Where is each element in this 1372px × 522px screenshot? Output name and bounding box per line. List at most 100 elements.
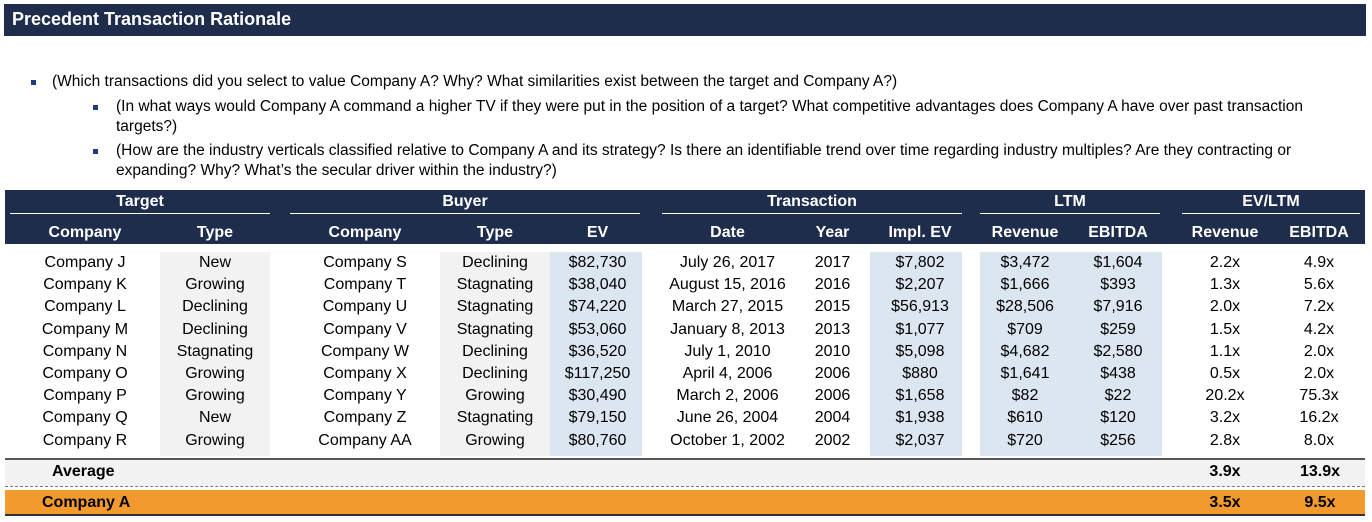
cell-buyer-company: Company Y bbox=[323, 387, 407, 405]
col-ev: EV bbox=[586, 224, 609, 241]
cell-impl-ev: $56,913 bbox=[891, 298, 949, 316]
cell-mult-ebitda: 2.0x bbox=[1303, 342, 1335, 360]
cell-ltm-revenue: $709 bbox=[1007, 320, 1043, 338]
cell-buyer-company: Company W bbox=[320, 342, 410, 360]
cell-buyer-type: Declining bbox=[462, 342, 528, 360]
cell-buyer-type: Declining bbox=[462, 254, 528, 271]
col-ltm-revenue: Revenue bbox=[991, 224, 1059, 241]
cell-target-company: Company P bbox=[43, 387, 127, 405]
cell-year: 2013 bbox=[814, 320, 851, 338]
table-row: Company L Declining Company U Stagnating… bbox=[0, 296, 1372, 318]
cell-target-company: Company M bbox=[41, 320, 129, 338]
cell-mult-ebitda: 7.2x bbox=[1303, 298, 1335, 316]
cell-impl-ev: $7,802 bbox=[895, 254, 945, 271]
cell-target-type: Declining bbox=[182, 298, 248, 316]
table-row: Company J New Company S Declining $82,73… bbox=[0, 252, 1372, 274]
bullet-square-icon bbox=[93, 149, 98, 154]
cell-target-type: Declining bbox=[182, 320, 248, 338]
col-buyer-company: Company bbox=[328, 224, 402, 241]
cell-target-type: Stagnating bbox=[176, 342, 254, 360]
cell-year: 2017 bbox=[814, 254, 851, 271]
col-date: Date bbox=[710, 224, 745, 241]
cell-ltm-revenue: $610 bbox=[1007, 409, 1043, 427]
cell-ev: $82,730 bbox=[568, 254, 627, 271]
cell-buyer-company: Company X bbox=[323, 365, 407, 382]
table-row: Company O Growing Company X Declining $1… bbox=[0, 363, 1372, 385]
cell-ev: $36,520 bbox=[568, 342, 627, 360]
col-mult-ebitda: EBITDA bbox=[1289, 224, 1349, 241]
shade-ev bbox=[550, 252, 642, 456]
cell-impl-ev: $1,938 bbox=[895, 409, 945, 427]
cell-mult-revenue: 2.8x bbox=[1209, 431, 1241, 449]
cell-ev: $80,760 bbox=[568, 431, 627, 449]
cell-mult-revenue: 2.2x bbox=[1209, 254, 1241, 271]
cell-mult-ebitda: 16.2x bbox=[1299, 409, 1339, 427]
cell-mult-revenue: 1.5x bbox=[1209, 320, 1241, 338]
table-header bbox=[5, 190, 1365, 244]
cell-impl-ev: $1,077 bbox=[895, 320, 945, 338]
cell-target-company: Company L bbox=[44, 298, 126, 316]
cell-buyer-type: Stagnating bbox=[456, 276, 534, 294]
cell-ltm-ebitda: $22 bbox=[1104, 387, 1132, 405]
group-transaction: Transaction bbox=[767, 193, 857, 210]
cell-date: January 8, 2013 bbox=[670, 320, 785, 338]
average-label: Average bbox=[52, 463, 115, 480]
cell-target-type: Growing bbox=[185, 276, 245, 294]
group-ev-ltm: EV/LTM bbox=[1242, 193, 1300, 210]
cell-ltm-ebitda: $256 bbox=[1100, 431, 1136, 449]
cell-ltm-ebitda: $438 bbox=[1100, 365, 1136, 382]
cell-year: 2006 bbox=[814, 365, 851, 382]
cell-buyer-company: Company S bbox=[323, 254, 407, 271]
cell-year: 2010 bbox=[814, 342, 851, 360]
group-buyer: Buyer bbox=[442, 193, 488, 210]
group-underline bbox=[1182, 213, 1360, 214]
cell-buyer-type: Stagnating bbox=[456, 298, 534, 316]
cell-ev: $38,040 bbox=[568, 276, 627, 294]
cell-ltm-ebitda: $2,580 bbox=[1093, 342, 1143, 360]
cell-ev: $117,250 bbox=[564, 365, 631, 382]
shade-buyer-type bbox=[440, 252, 550, 456]
cell-mult-revenue: 1.3x bbox=[1209, 276, 1241, 294]
cell-mult-ebitda: 4.2x bbox=[1303, 320, 1335, 338]
cell-mult-ebitda: 8.0x bbox=[1303, 431, 1335, 449]
company-a-row bbox=[5, 490, 1365, 516]
cell-mult-revenue: 0.5x bbox=[1209, 365, 1241, 382]
cell-ltm-ebitda: $259 bbox=[1100, 320, 1136, 338]
bullet-square-icon bbox=[93, 105, 98, 110]
cell-target-company: Company Q bbox=[42, 409, 128, 427]
table-row: Company P Growing Company Y Growing $30,… bbox=[0, 385, 1372, 407]
cell-target-type: Growing bbox=[185, 431, 245, 449]
cell-date: October 1, 2002 bbox=[670, 431, 785, 449]
cell-buyer-company: Company T bbox=[323, 276, 407, 294]
cell-mult-revenue: 2.0x bbox=[1209, 298, 1241, 316]
cell-ltm-revenue: $28,506 bbox=[996, 298, 1054, 316]
cell-target-company: Company O bbox=[42, 365, 128, 382]
cell-ev: $79,150 bbox=[568, 409, 627, 427]
cell-target-company: Company N bbox=[42, 342, 128, 360]
bullet-2: (In what ways would Company A command a … bbox=[116, 98, 1303, 135]
cell-mult-ebitda: 5.6x bbox=[1303, 276, 1335, 294]
col-impl-ev: Impl. EV bbox=[888, 224, 952, 241]
shade-ltm bbox=[980, 252, 1162, 456]
cell-ev: $53,060 bbox=[568, 320, 627, 338]
cell-target-type: Growing bbox=[185, 365, 245, 382]
cell-target-type: New bbox=[198, 409, 231, 427]
group-ltm: LTM bbox=[1054, 193, 1086, 210]
cell-target-company: Company J bbox=[44, 254, 126, 271]
cell-year: 2016 bbox=[814, 276, 851, 294]
cell-mult-ebitda: 75.3x bbox=[1299, 387, 1339, 405]
cell-year: 2002 bbox=[814, 431, 851, 449]
cell-impl-ev: $5,098 bbox=[895, 342, 945, 360]
company-a-mult-ebitda: 9.5x bbox=[1304, 494, 1336, 511]
cell-target-company: Company K bbox=[43, 276, 127, 294]
cell-target-type: New bbox=[198, 254, 231, 271]
cell-ltm-ebitda: $393 bbox=[1100, 276, 1136, 294]
cell-date: August 15, 2016 bbox=[669, 276, 786, 294]
col-target-company: Company bbox=[48, 224, 122, 241]
cell-date: June 26, 2004 bbox=[676, 409, 779, 427]
cell-ltm-revenue: $82 bbox=[1011, 387, 1039, 405]
cell-ev: $74,220 bbox=[568, 298, 627, 316]
average-mult-ebitda: 13.9x bbox=[1299, 463, 1341, 480]
table-row: Company R Growing Company AA Growing $80… bbox=[0, 430, 1372, 452]
cell-ltm-revenue: $4,682 bbox=[1000, 342, 1050, 360]
